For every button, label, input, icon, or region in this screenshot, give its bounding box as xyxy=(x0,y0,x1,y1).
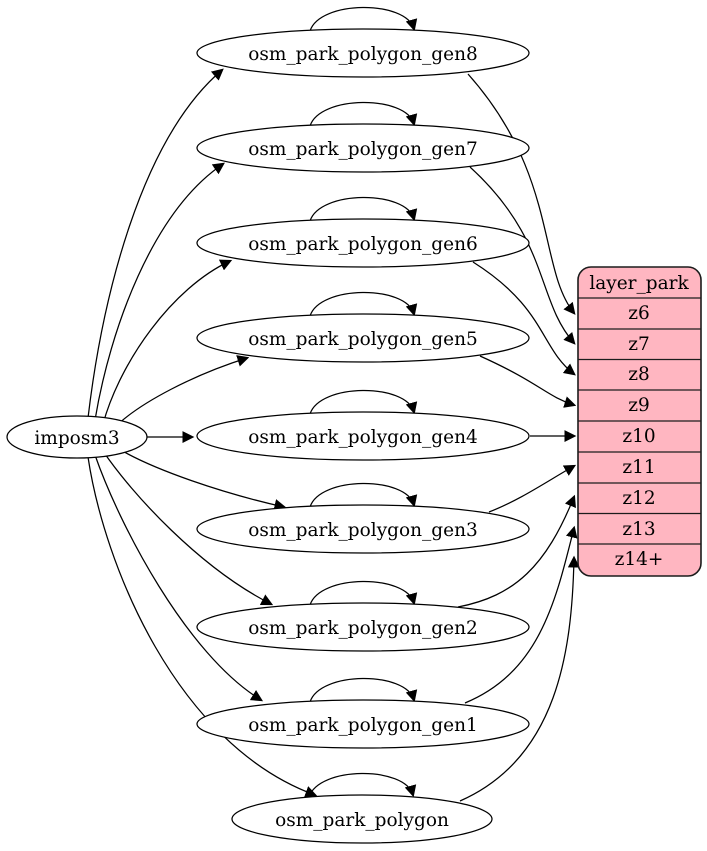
polygon-label: osm_park_polygon xyxy=(275,810,449,831)
gen3-ellipse xyxy=(196,504,530,554)
table-row-z10: z10 xyxy=(622,426,655,447)
edge-gen5-to-z9 xyxy=(479,355,577,408)
gen2-ellipse xyxy=(196,602,530,652)
selfloop-polygon xyxy=(308,772,417,798)
selfloop-gen8 xyxy=(309,6,418,32)
gen8-ellipse xyxy=(196,28,530,78)
edge-imposm3-to-gen7 xyxy=(94,162,225,421)
selfloop-gen1 xyxy=(309,677,418,703)
gen4-label: osm_park_polygon_gen4 xyxy=(248,427,478,448)
edge-gen7-to-z7 xyxy=(469,166,576,345)
edge-gen2-to-z12 xyxy=(457,494,576,608)
table-row-z11: z11 xyxy=(622,457,655,478)
node-layer-park: layer_park z6 z7 z8 z9 z10 z11 z12 z13 z… xyxy=(577,266,702,577)
gen8-label: osm_park_polygon_gen8 xyxy=(248,44,478,65)
imposm3-ellipse xyxy=(6,415,148,459)
edge-imposm3-to-gen8 xyxy=(87,68,224,419)
gen1-ellipse xyxy=(196,699,530,749)
selfloop-gen5 xyxy=(309,291,418,317)
edge-imposm3-to-gen6 xyxy=(102,259,233,425)
gen6-ellipse xyxy=(196,218,530,268)
node-imposm3: imposm3 xyxy=(6,415,148,459)
selfloop-gen7 xyxy=(309,101,418,127)
gen5-ellipse xyxy=(196,313,530,363)
table-row-z6: z6 xyxy=(628,303,650,324)
selfloop-gen4 xyxy=(309,389,418,415)
polygon-ellipse xyxy=(231,794,493,844)
gen2-label: osm_park_polygon_gen2 xyxy=(248,618,478,639)
imposm3-label: imposm3 xyxy=(34,428,119,449)
edge-gen6-to-z8 xyxy=(472,261,576,376)
selfloop-gen3 xyxy=(309,482,418,508)
node-osm-park-polygon-gen2: osm_park_polygon_gen2 xyxy=(196,602,530,652)
edge-imposm3-to-gen5 xyxy=(113,355,250,429)
node-osm-park-polygon-gen8: osm_park_polygon_gen8 xyxy=(196,28,530,78)
edge-gen8-to-z6 xyxy=(467,73,576,315)
gen6-label: osm_park_polygon_gen6 xyxy=(248,234,478,255)
gen5-label: osm_park_polygon_gen5 xyxy=(248,329,478,350)
node-osm-park-polygon-gen4: osm_park_polygon_gen4 xyxy=(196,411,530,461)
edge-imposm3-to-gen1 xyxy=(94,454,264,702)
gen7-ellipse xyxy=(196,123,530,173)
node-osm-park-polygon-gen5: osm_park_polygon_gen5 xyxy=(196,313,530,363)
selfloop-gen6 xyxy=(309,196,418,222)
gen7-label: osm_park_polygon_gen7 xyxy=(248,139,478,160)
edge-imposm3-to-gen2 xyxy=(102,450,274,606)
selfloop-gen2 xyxy=(309,580,418,606)
node-osm-park-polygon-gen3: osm_park_polygon_gen3 xyxy=(196,504,530,554)
edge-gen3-to-z11 xyxy=(488,464,577,513)
table-row-z12: z12 xyxy=(622,488,655,509)
layer-park-title: layer_park xyxy=(589,273,689,294)
edge-imposm3-to-gen3 xyxy=(113,445,287,511)
table-row-z14: z14+ xyxy=(615,549,664,570)
gen4-ellipse xyxy=(196,411,530,461)
table-row-z7: z7 xyxy=(628,334,650,355)
table-row-z13: z13 xyxy=(622,519,655,540)
edge-gen1-to-z13 xyxy=(464,525,578,704)
edge-polygon-to-z14 xyxy=(459,555,580,802)
node-osm-park-polygon-gen6: osm_park_polygon_gen6 xyxy=(196,218,530,268)
gen3-label: osm_park_polygon_gen3 xyxy=(248,520,478,541)
gen1-label: osm_park_polygon_gen1 xyxy=(248,715,478,736)
edge-imposm3-to-polygon xyxy=(87,456,318,798)
node-osm-park-polygon-gen1: osm_park_polygon_gen1 xyxy=(196,699,530,749)
node-osm-park-polygon: osm_park_polygon xyxy=(231,794,493,844)
node-osm-park-polygon-gen7: osm_park_polygon_gen7 xyxy=(196,123,530,173)
table-row-z8: z8 xyxy=(628,364,650,385)
table-row-z9: z9 xyxy=(628,395,650,416)
